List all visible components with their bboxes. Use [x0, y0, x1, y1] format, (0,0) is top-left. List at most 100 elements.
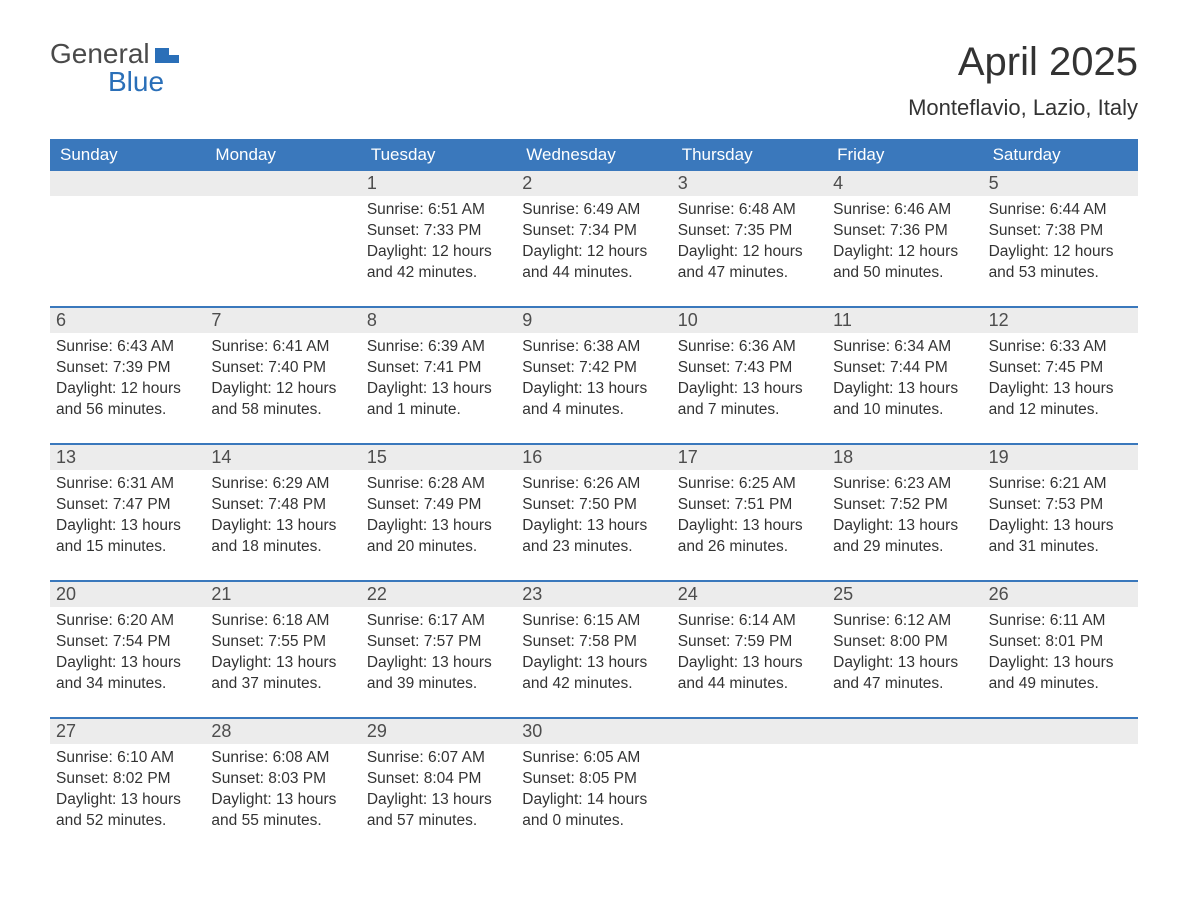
sunset-line: Sunset: 7:59 PM: [678, 632, 819, 653]
day-number: [983, 719, 1138, 744]
daylight-line: Daylight: 13 hours and 37 minutes.: [211, 653, 352, 695]
daylight-line: Daylight: 13 hours and 44 minutes.: [678, 653, 819, 695]
dow-header: Tuesday: [361, 139, 516, 171]
dow-header: Thursday: [672, 139, 827, 171]
day-cell: Sunrise: 6:12 AMSunset: 8:00 PMDaylight:…: [827, 607, 982, 703]
day-number: 7: [205, 308, 360, 333]
sunset-line: Sunset: 8:01 PM: [989, 632, 1130, 653]
daylight-line: Daylight: 13 hours and 42 minutes.: [522, 653, 663, 695]
sunset-line: Sunset: 7:41 PM: [367, 358, 508, 379]
daylight-line: Daylight: 13 hours and 7 minutes.: [678, 379, 819, 421]
day-number: [50, 171, 205, 196]
day-cell: Sunrise: 6:48 AMSunset: 7:35 PMDaylight:…: [672, 196, 827, 292]
day-number: 1: [361, 171, 516, 196]
sunrise-line: Sunrise: 6:17 AM: [367, 611, 508, 632]
day-cell: Sunrise: 6:34 AMSunset: 7:44 PMDaylight:…: [827, 333, 982, 429]
sunset-line: Sunset: 7:55 PM: [211, 632, 352, 653]
sunrise-line: Sunrise: 6:28 AM: [367, 474, 508, 495]
day-number: 15: [361, 445, 516, 470]
day-number: 13: [50, 445, 205, 470]
flag-icon: [154, 46, 180, 64]
daylight-line: Daylight: 13 hours and 57 minutes.: [367, 790, 508, 832]
title-block: April 2025 Monteflavio, Lazio, Italy: [908, 40, 1138, 121]
sunrise-line: Sunrise: 6:48 AM: [678, 200, 819, 221]
sunrise-line: Sunrise: 6:20 AM: [56, 611, 197, 632]
sunset-line: Sunset: 7:40 PM: [211, 358, 352, 379]
day-number: 16: [516, 445, 671, 470]
day-cell: [50, 196, 205, 292]
sunset-line: Sunset: 7:57 PM: [367, 632, 508, 653]
daylight-line: Daylight: 13 hours and 1 minute.: [367, 379, 508, 421]
sunrise-line: Sunrise: 6:51 AM: [367, 200, 508, 221]
daylight-line: Daylight: 13 hours and 49 minutes.: [989, 653, 1130, 695]
daylight-line: Daylight: 13 hours and 10 minutes.: [833, 379, 974, 421]
sunrise-line: Sunrise: 6:23 AM: [833, 474, 974, 495]
day-number: 14: [205, 445, 360, 470]
sunrise-line: Sunrise: 6:49 AM: [522, 200, 663, 221]
sunset-line: Sunset: 7:36 PM: [833, 221, 974, 242]
day-cell: Sunrise: 6:15 AMSunset: 7:58 PMDaylight:…: [516, 607, 671, 703]
day-cell: Sunrise: 6:39 AMSunset: 7:41 PMDaylight:…: [361, 333, 516, 429]
day-cell: Sunrise: 6:07 AMSunset: 8:04 PMDaylight:…: [361, 744, 516, 840]
sunrise-line: Sunrise: 6:43 AM: [56, 337, 197, 358]
sunrise-line: Sunrise: 6:10 AM: [56, 748, 197, 769]
day-cell: [205, 196, 360, 292]
sunset-line: Sunset: 7:52 PM: [833, 495, 974, 516]
header: General Blue April 2025 Monteflavio, Laz…: [50, 40, 1138, 121]
day-cell: Sunrise: 6:26 AMSunset: 7:50 PMDaylight:…: [516, 470, 671, 566]
day-cell: Sunrise: 6:23 AMSunset: 7:52 PMDaylight:…: [827, 470, 982, 566]
sunrise-line: Sunrise: 6:31 AM: [56, 474, 197, 495]
daylight-line: Daylight: 13 hours and 26 minutes.: [678, 516, 819, 558]
daylight-line: Daylight: 13 hours and 31 minutes.: [989, 516, 1130, 558]
day-number: 10: [672, 308, 827, 333]
daylight-line: Daylight: 12 hours and 47 minutes.: [678, 242, 819, 284]
brand-logo: General Blue: [50, 40, 180, 96]
daylight-line: Daylight: 13 hours and 47 minutes.: [833, 653, 974, 695]
sunset-line: Sunset: 7:47 PM: [56, 495, 197, 516]
day-cell: Sunrise: 6:05 AMSunset: 8:05 PMDaylight:…: [516, 744, 671, 840]
daylight-line: Daylight: 12 hours and 44 minutes.: [522, 242, 663, 284]
daylight-line: Daylight: 12 hours and 53 minutes.: [989, 242, 1130, 284]
sunset-line: Sunset: 8:00 PM: [833, 632, 974, 653]
daylight-line: Daylight: 12 hours and 58 minutes.: [211, 379, 352, 421]
sunrise-line: Sunrise: 6:15 AM: [522, 611, 663, 632]
sunset-line: Sunset: 7:38 PM: [989, 221, 1130, 242]
day-number: 8: [361, 308, 516, 333]
day-cell: Sunrise: 6:14 AMSunset: 7:59 PMDaylight:…: [672, 607, 827, 703]
day-number: 6: [50, 308, 205, 333]
daylight-line: Daylight: 13 hours and 29 minutes.: [833, 516, 974, 558]
sunset-line: Sunset: 7:42 PM: [522, 358, 663, 379]
daylight-line: Daylight: 12 hours and 42 minutes.: [367, 242, 508, 284]
day-cell: Sunrise: 6:33 AMSunset: 7:45 PMDaylight:…: [983, 333, 1138, 429]
day-cell: Sunrise: 6:36 AMSunset: 7:43 PMDaylight:…: [672, 333, 827, 429]
sunrise-line: Sunrise: 6:39 AM: [367, 337, 508, 358]
day-number: 22: [361, 582, 516, 607]
day-cell: Sunrise: 6:44 AMSunset: 7:38 PMDaylight:…: [983, 196, 1138, 292]
sunrise-line: Sunrise: 6:41 AM: [211, 337, 352, 358]
sunrise-line: Sunrise: 6:18 AM: [211, 611, 352, 632]
daylight-line: Daylight: 13 hours and 20 minutes.: [367, 516, 508, 558]
daylight-line: Daylight: 13 hours and 15 minutes.: [56, 516, 197, 558]
day-number: 27: [50, 719, 205, 744]
day-number: 24: [672, 582, 827, 607]
daylight-line: Daylight: 13 hours and 55 minutes.: [211, 790, 352, 832]
sunrise-line: Sunrise: 6:12 AM: [833, 611, 974, 632]
day-cell: Sunrise: 6:49 AMSunset: 7:34 PMDaylight:…: [516, 196, 671, 292]
sunrise-line: Sunrise: 6:36 AM: [678, 337, 819, 358]
daylight-line: Daylight: 13 hours and 39 minutes.: [367, 653, 508, 695]
sunset-line: Sunset: 7:44 PM: [833, 358, 974, 379]
day-cell: [983, 744, 1138, 840]
day-number: 12: [983, 308, 1138, 333]
dow-header: Wednesday: [516, 139, 671, 171]
sunset-line: Sunset: 7:45 PM: [989, 358, 1130, 379]
day-number: [672, 719, 827, 744]
dow-header: Sunday: [50, 139, 205, 171]
sunset-line: Sunset: 8:05 PM: [522, 769, 663, 790]
daylight-line: Daylight: 13 hours and 23 minutes.: [522, 516, 663, 558]
day-cell: Sunrise: 6:43 AMSunset: 7:39 PMDaylight:…: [50, 333, 205, 429]
sunrise-line: Sunrise: 6:29 AM: [211, 474, 352, 495]
sunrise-line: Sunrise: 6:21 AM: [989, 474, 1130, 495]
sunrise-line: Sunrise: 6:26 AM: [522, 474, 663, 495]
daylight-line: Daylight: 13 hours and 4 minutes.: [522, 379, 663, 421]
day-cell: Sunrise: 6:29 AMSunset: 7:48 PMDaylight:…: [205, 470, 360, 566]
